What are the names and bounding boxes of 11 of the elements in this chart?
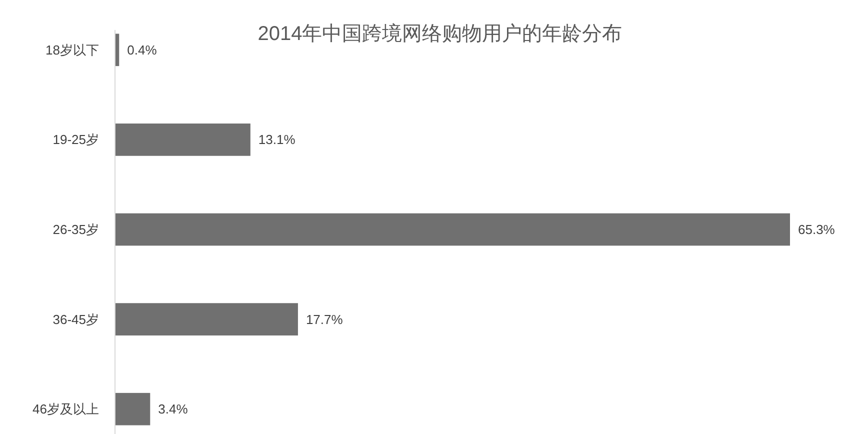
category-label: 19-25岁 xyxy=(52,132,99,148)
data-label: 13.1% xyxy=(258,132,296,148)
category-label: 46岁及以上 xyxy=(32,402,99,417)
category-label: 18岁以下 xyxy=(46,42,99,58)
data-label: 65.3% xyxy=(798,222,835,237)
category-label: 26-35岁 xyxy=(52,222,99,237)
data-label: 3.4% xyxy=(158,402,188,417)
title: 2014年中国跨境网络购物用户的年龄分布 xyxy=(258,23,622,45)
data-label: 0.4% xyxy=(127,42,157,58)
data-label: 17.7% xyxy=(306,312,343,327)
category-label: 36-45岁 xyxy=(52,312,99,327)
